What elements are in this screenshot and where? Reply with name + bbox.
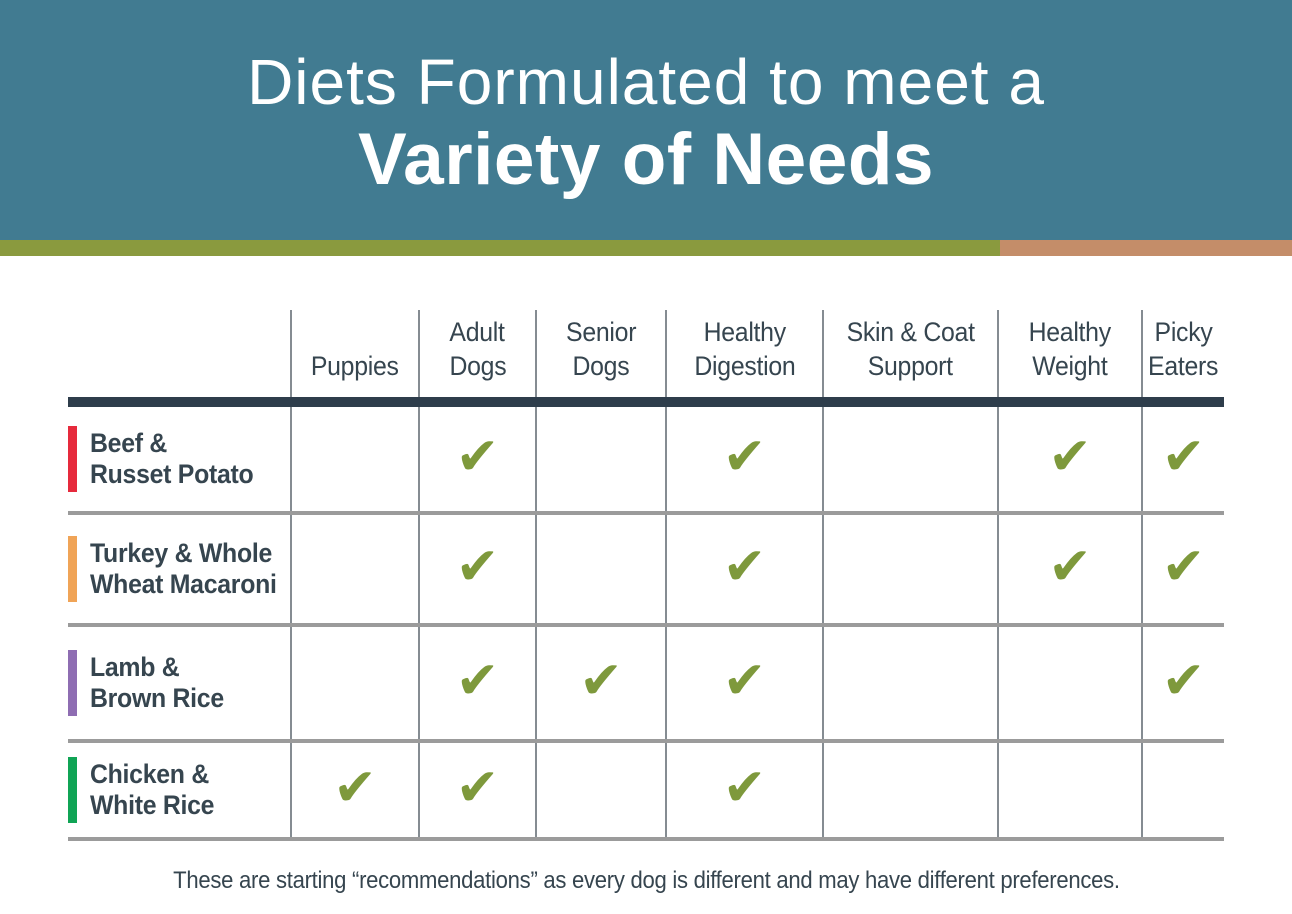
row-color-bar	[68, 650, 77, 716]
column-header-label: Support	[867, 351, 954, 382]
cell-beef-russet-potato-healthy-weight: ✔	[997, 407, 1141, 511]
row-label-line: Chicken &	[90, 758, 209, 789]
column-header-label: Skin & Coat	[846, 316, 975, 347]
title-banner: Diets Formulated to meet a Variety of Ne…	[0, 0, 1292, 240]
check-icon: ✔	[1048, 427, 1092, 487]
check-icon: ✔	[579, 651, 623, 711]
cell-lamb-brown-rice-senior-dogs: ✔	[535, 627, 665, 739]
column-header-label: Weight	[1032, 351, 1108, 382]
column-header-healthy-weight: Healthy Weight	[997, 310, 1141, 397]
cell-lamb-brown-rice-puppies	[290, 627, 418, 739]
check-icon: ✔	[722, 427, 767, 487]
title-line-2: Variety of Needs	[357, 119, 935, 201]
check-icon: ✔	[333, 758, 377, 818]
cell-lamb-brown-rice-healthy-digestion: ✔	[665, 627, 822, 739]
row-label-line: Wheat Macaroni	[90, 569, 277, 599]
column-header-label: Eaters	[1148, 351, 1219, 382]
column-header-label: Puppies	[311, 351, 399, 382]
row-label-line: Turkey & Whole	[90, 537, 273, 568]
row-label-chicken-white-rice: Chicken & White Rice	[68, 743, 290, 837]
column-header-label: Picky	[1154, 316, 1213, 347]
cell-lamb-brown-rice-adult-dogs: ✔	[418, 627, 535, 739]
cell-chicken-white-rice-skin-coat-support	[822, 743, 997, 837]
column-header-label: Adult	[449, 316, 506, 347]
cell-chicken-white-rice-healthy-weight	[997, 743, 1141, 837]
column-header-label: Healthy	[703, 316, 786, 347]
cell-turkey-whole-wheat-macaroni-healthy-digestion: ✔	[665, 515, 822, 623]
check-icon: ✔	[722, 651, 767, 711]
column-header-senior-dogs: Senior Dogs	[535, 310, 665, 397]
accent-stripe	[0, 240, 1292, 256]
cell-turkey-whole-wheat-macaroni-healthy-weight: ✔	[997, 515, 1141, 623]
row-separator	[68, 739, 1224, 743]
row-label-text: Turkey & Whole Wheat Macaroni	[90, 538, 277, 601]
row-label-line: Beef &	[90, 427, 168, 458]
cell-chicken-white-rice-puppies: ✔	[290, 743, 418, 837]
row-label-text: Chicken & White Rice	[90, 758, 215, 822]
row-label-line: White Rice	[90, 790, 215, 820]
cell-turkey-whole-wheat-macaroni-adult-dogs: ✔	[418, 515, 535, 623]
cell-chicken-white-rice-adult-dogs: ✔	[418, 743, 535, 837]
row-label-line: Lamb &	[90, 651, 180, 682]
row-separator	[68, 837, 1224, 841]
check-icon: ✔	[455, 427, 500, 487]
check-icon: ✔	[1161, 651, 1206, 711]
title-line-1: Diets Formulated to meet a	[247, 46, 1045, 119]
diet-comparison-table: Puppies Adult Dogs Senior Dogs Healthy Digesti…	[68, 310, 1224, 841]
row-label-text: Lamb & Brown Rice	[90, 652, 224, 715]
column-header-picky-eaters: Picky Eaters	[1141, 310, 1224, 397]
column-header-label: Dogs	[572, 351, 630, 382]
accent-stripe-salmon	[1000, 240, 1292, 256]
cell-chicken-white-rice-senior-dogs	[535, 743, 665, 837]
cell-beef-russet-potato-puppies	[290, 407, 418, 511]
cell-beef-russet-potato-healthy-digestion: ✔	[665, 407, 822, 511]
cell-turkey-whole-wheat-macaroni-picky-eaters: ✔	[1141, 515, 1224, 623]
header-underline	[68, 397, 1224, 407]
footer-note: These are starting “recommendations” as …	[172, 867, 1120, 894]
row-color-bar	[68, 536, 77, 602]
column-header-spacer	[68, 310, 290, 397]
check-icon: ✔	[722, 758, 767, 818]
column-header-label: Healthy	[1028, 316, 1112, 347]
check-icon: ✔	[1161, 537, 1206, 597]
check-icon: ✔	[455, 758, 500, 818]
row-label-line: Brown Rice	[90, 683, 224, 713]
column-header-puppies: Puppies	[290, 310, 418, 397]
cell-turkey-whole-wheat-macaroni-puppies	[290, 515, 418, 623]
check-icon: ✔	[455, 537, 500, 597]
row-label-lamb-brown-rice: Lamb & Brown Rice	[68, 627, 290, 739]
row-label-beef-russet-potato: Beef & Russet Potato	[68, 407, 290, 511]
cell-chicken-white-rice-healthy-digestion: ✔	[665, 743, 822, 837]
cell-chicken-white-rice-picky-eaters	[1141, 743, 1224, 837]
row-color-bar	[68, 426, 77, 492]
column-header-label: Dogs	[449, 351, 506, 382]
check-icon: ✔	[1161, 427, 1206, 487]
check-icon: ✔	[722, 537, 767, 597]
row-label-line: Russet Potato	[90, 459, 254, 489]
column-header-label: Digestion	[693, 351, 796, 382]
check-icon: ✔	[1048, 537, 1092, 597]
column-header-skin-coat-support: Skin & Coat Support	[822, 310, 997, 397]
cell-beef-russet-potato-picky-eaters: ✔	[1141, 407, 1224, 511]
cell-turkey-whole-wheat-macaroni-skin-coat-support	[822, 515, 997, 623]
row-separator	[68, 623, 1224, 627]
row-color-bar	[68, 757, 77, 823]
cell-turkey-whole-wheat-macaroni-senior-dogs	[535, 515, 665, 623]
accent-stripe-green	[0, 240, 1000, 256]
column-header-adult-dogs: Adult Dogs	[418, 310, 535, 397]
cell-beef-russet-potato-senior-dogs	[535, 407, 665, 511]
column-header-healthy-digestion: Healthy Digestion	[665, 310, 822, 397]
cell-lamb-brown-rice-healthy-weight	[997, 627, 1141, 739]
cell-beef-russet-potato-adult-dogs: ✔	[418, 407, 535, 511]
cell-lamb-brown-rice-skin-coat-support	[822, 627, 997, 739]
check-icon: ✔	[455, 651, 500, 711]
row-label-text: Beef & Russet Potato	[90, 427, 254, 491]
column-header-label: Senior	[565, 316, 637, 347]
row-separator	[68, 511, 1224, 515]
row-label-turkey-whole-wheat-macaroni: Turkey & Whole Wheat Macaroni	[68, 515, 290, 623]
footer: These are starting “recommendations” as …	[0, 867, 1292, 895]
cell-beef-russet-potato-skin-coat-support	[822, 407, 997, 511]
cell-lamb-brown-rice-picky-eaters: ✔	[1141, 627, 1224, 739]
